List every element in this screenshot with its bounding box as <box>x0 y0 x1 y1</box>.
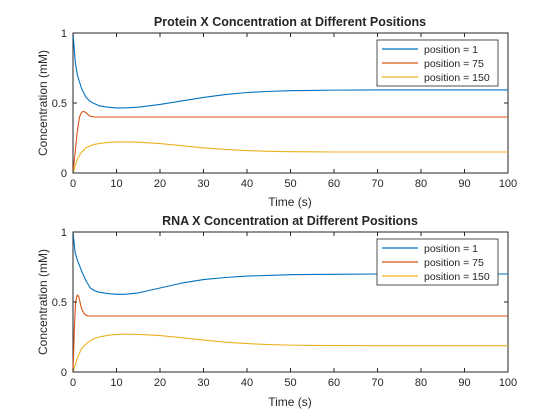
chart-title: Protein X Concentration at Different Pos… <box>154 15 426 29</box>
x-tick-label: 20 <box>154 377 166 389</box>
x-tick-label: 90 <box>458 178 470 190</box>
x-tick-label: 70 <box>371 377 383 389</box>
y-tick-label: 1 <box>61 227 67 239</box>
x-axis-label: Time (s) <box>268 395 312 409</box>
x-tick-label: 50 <box>284 178 296 190</box>
x-tick-label: 80 <box>415 377 427 389</box>
x-tick-label: 60 <box>328 377 340 389</box>
x-tick-label: 80 <box>415 178 427 190</box>
legend-label-1: position = 1 <box>424 44 478 56</box>
legend-box <box>376 238 499 286</box>
x-tick-label: 20 <box>154 178 166 190</box>
x-tick-label: 100 <box>499 178 517 190</box>
y-axis-label: Concentration (mM) <box>36 50 50 156</box>
x-tick-label: 0 <box>70 178 76 190</box>
y-tick-label: 1 <box>61 28 67 40</box>
chart-title: RNA X Concentration at Different Positio… <box>162 214 418 228</box>
x-tick-label: 10 <box>110 178 122 190</box>
series-line-1 <box>72 32 508 109</box>
x-tick-label: 100 <box>499 377 517 389</box>
series-line-2 <box>72 110 508 174</box>
protein-chart: Protein X Concentration at Different Pos… <box>36 15 517 209</box>
x-axis-label: Time (s) <box>268 195 312 209</box>
y-tick-label: 0.5 <box>52 297 67 309</box>
legend-label-2: position = 75 <box>424 58 484 70</box>
series-line-3 <box>72 141 508 174</box>
x-tick-label: 10 <box>110 377 122 389</box>
x-tick-label: 30 <box>197 377 209 389</box>
x-tick-label: 70 <box>371 178 383 190</box>
legend: position = 1 position = 75 position = 150 <box>376 39 499 87</box>
rna-chart: RNA X Concentration at Different Positio… <box>36 214 517 409</box>
x-tick-label: 50 <box>284 377 296 389</box>
x-tick-label: 40 <box>241 178 253 190</box>
x-tick-label: 30 <box>197 178 209 190</box>
x-tick-label: 60 <box>328 178 340 190</box>
x-tick-label: 40 <box>241 377 253 389</box>
y-tick-label: 0.5 <box>52 98 67 110</box>
x-tick-label: 0 <box>70 377 76 389</box>
series-line-1 <box>72 231 508 295</box>
legend-label-1: position = 1 <box>424 243 478 255</box>
legend-label-3: position = 150 <box>424 271 490 283</box>
legend: position = 1 position = 75 position = 150 <box>376 238 499 286</box>
series-line-2 <box>72 294 508 373</box>
y-tick-label: 0 <box>61 367 67 379</box>
y-tick-label: 0 <box>61 168 67 180</box>
series-line-3 <box>72 333 508 373</box>
x-tick-label: 90 <box>458 377 470 389</box>
legend-label-3: position = 150 <box>424 72 490 84</box>
legend-label-2: position = 75 <box>424 257 484 269</box>
y-axis-label: Concentration (mM) <box>36 249 50 355</box>
